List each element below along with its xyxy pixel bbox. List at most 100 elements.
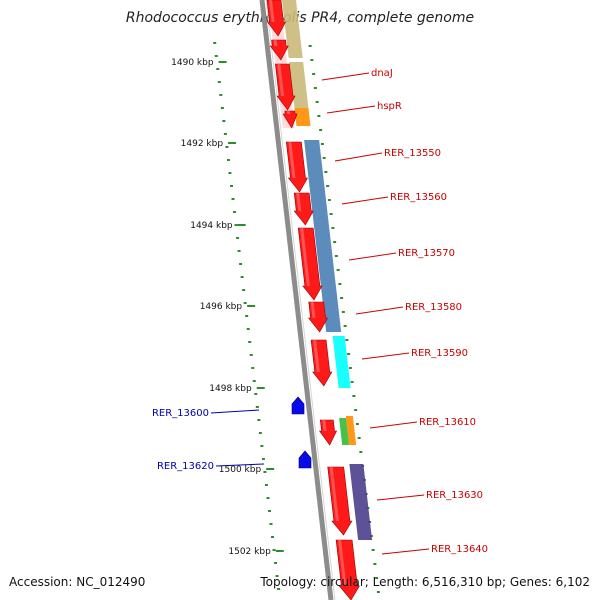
- minor-tick-right: [357, 437, 361, 439]
- minor-tick: [252, 380, 256, 382]
- minor-tick: [226, 159, 230, 161]
- minor-tick: [214, 55, 218, 57]
- forward-gene-shade: [313, 340, 320, 372]
- minor-tick-right: [310, 59, 314, 61]
- minor-tick-right: [354, 409, 358, 411]
- cog-bar: [294, 108, 311, 126]
- minor-tick-right: [341, 311, 345, 313]
- gene-layer: [266, 0, 360, 600]
- major-tick: [218, 61, 227, 63]
- minor-tick-right: [331, 227, 335, 229]
- minor-tick: [255, 406, 259, 408]
- label-layer: dnaJ hspR RER_13550 RER_13560 RER_13570 RER_1…: [152, 68, 488, 555]
- minor-tick: [225, 146, 229, 148]
- minor-tick-right: [340, 297, 344, 299]
- minor-tick-right: [343, 325, 347, 327]
- minor-tick: [277, 588, 281, 590]
- minor-tick: [240, 276, 244, 278]
- minor-tick-right: [334, 255, 338, 257]
- minor-tick: [245, 315, 249, 317]
- minor-tick: [239, 263, 243, 265]
- cog-bar: [345, 416, 357, 445]
- minor-tick: [223, 133, 227, 135]
- forward-gene-shade: [288, 142, 296, 178]
- forward-gene-shade: [300, 228, 310, 286]
- cog-bar: [310, 196, 334, 262]
- minor-tick: [271, 536, 275, 538]
- tick-label: 1498 kbp: [209, 384, 252, 394]
- minor-tick-right: [312, 73, 316, 75]
- minor-tick: [263, 471, 267, 473]
- forward-gene: [318, 419, 338, 446]
- gene-label: RER_13560: [390, 192, 447, 203]
- major-tick: [228, 142, 237, 144]
- minor-tick-right: [338, 283, 342, 285]
- major-tick: [237, 224, 246, 226]
- minor-tick: [213, 42, 217, 44]
- minor-tick-right: [313, 87, 317, 89]
- label-leader-reverse: [210, 409, 260, 414]
- minor-tick: [222, 120, 226, 122]
- minor-tick: [216, 68, 220, 70]
- tick-label: 1502 kbp: [228, 547, 271, 557]
- topology-text: Topology: circular; Length: 6,516,310 bp…: [260, 575, 590, 589]
- minor-tick: [272, 549, 276, 551]
- tick-label: 1496 kbp: [200, 302, 243, 312]
- minor-tick: [274, 562, 278, 564]
- minor-tick-right: [315, 101, 319, 103]
- minor-tick-right: [376, 591, 380, 593]
- minor-tick: [242, 289, 246, 291]
- gene-label: RER_13640: [431, 544, 488, 555]
- gene-label: hspR: [377, 101, 402, 112]
- minor-tick: [275, 575, 279, 577]
- backbone-layer: [259, 0, 336, 600]
- minor-tick: [243, 302, 247, 304]
- minor-tick-right: [348, 367, 352, 369]
- minor-tick-right: [320, 143, 324, 145]
- cog-bar: [332, 336, 351, 388]
- minor-tick: [267, 510, 271, 512]
- forward-gene-shade: [296, 193, 302, 211]
- minor-tick-right: [345, 339, 349, 341]
- minor-tick: [249, 354, 253, 356]
- forward-gene-shade: [338, 540, 347, 586]
- gene-label-reverse: RER_13600: [152, 408, 209, 419]
- minor-tick: [228, 172, 232, 174]
- minor-tick: [266, 497, 270, 499]
- label-leader: [326, 105, 376, 114]
- cog-bar: [318, 262, 342, 332]
- minor-tick-right: [322, 157, 326, 159]
- minor-tick: [251, 367, 255, 369]
- minor-tick-right: [336, 269, 340, 271]
- major-tick: [266, 468, 275, 470]
- gene-label: RER_13590: [411, 348, 468, 359]
- genome-backbone: [259, 0, 334, 600]
- reverse-gene: [291, 396, 305, 415]
- reverse-gene: [298, 450, 312, 469]
- cog-bar: [349, 464, 373, 540]
- label-leader: [334, 152, 383, 162]
- minor-tick: [220, 107, 224, 109]
- minor-tick-right: [317, 115, 321, 117]
- forward-gene-shade: [277, 64, 285, 96]
- accession-text: Accession: NC_012490: [9, 575, 146, 589]
- major-tick: [275, 550, 284, 552]
- minor-tick-right: [319, 129, 323, 131]
- minor-tick: [254, 393, 258, 395]
- label-leader: [355, 306, 404, 315]
- minor-tick: [231, 198, 235, 200]
- minor-tick: [234, 224, 238, 226]
- label-leader: [361, 352, 410, 360]
- minor-tick: [257, 419, 261, 421]
- gene-label-reverse: RER_13620: [157, 461, 214, 472]
- minor-tick-right: [359, 451, 363, 453]
- major-tick: [256, 387, 265, 389]
- forward-gene-shade: [310, 302, 316, 318]
- minor-tick: [229, 185, 233, 187]
- label-leader: [381, 548, 430, 555]
- minor-tick: [217, 81, 221, 83]
- forward-gene-shade: [269, 0, 275, 22]
- minor-tick: [269, 523, 273, 525]
- tick-label: 1494 kbp: [190, 221, 233, 231]
